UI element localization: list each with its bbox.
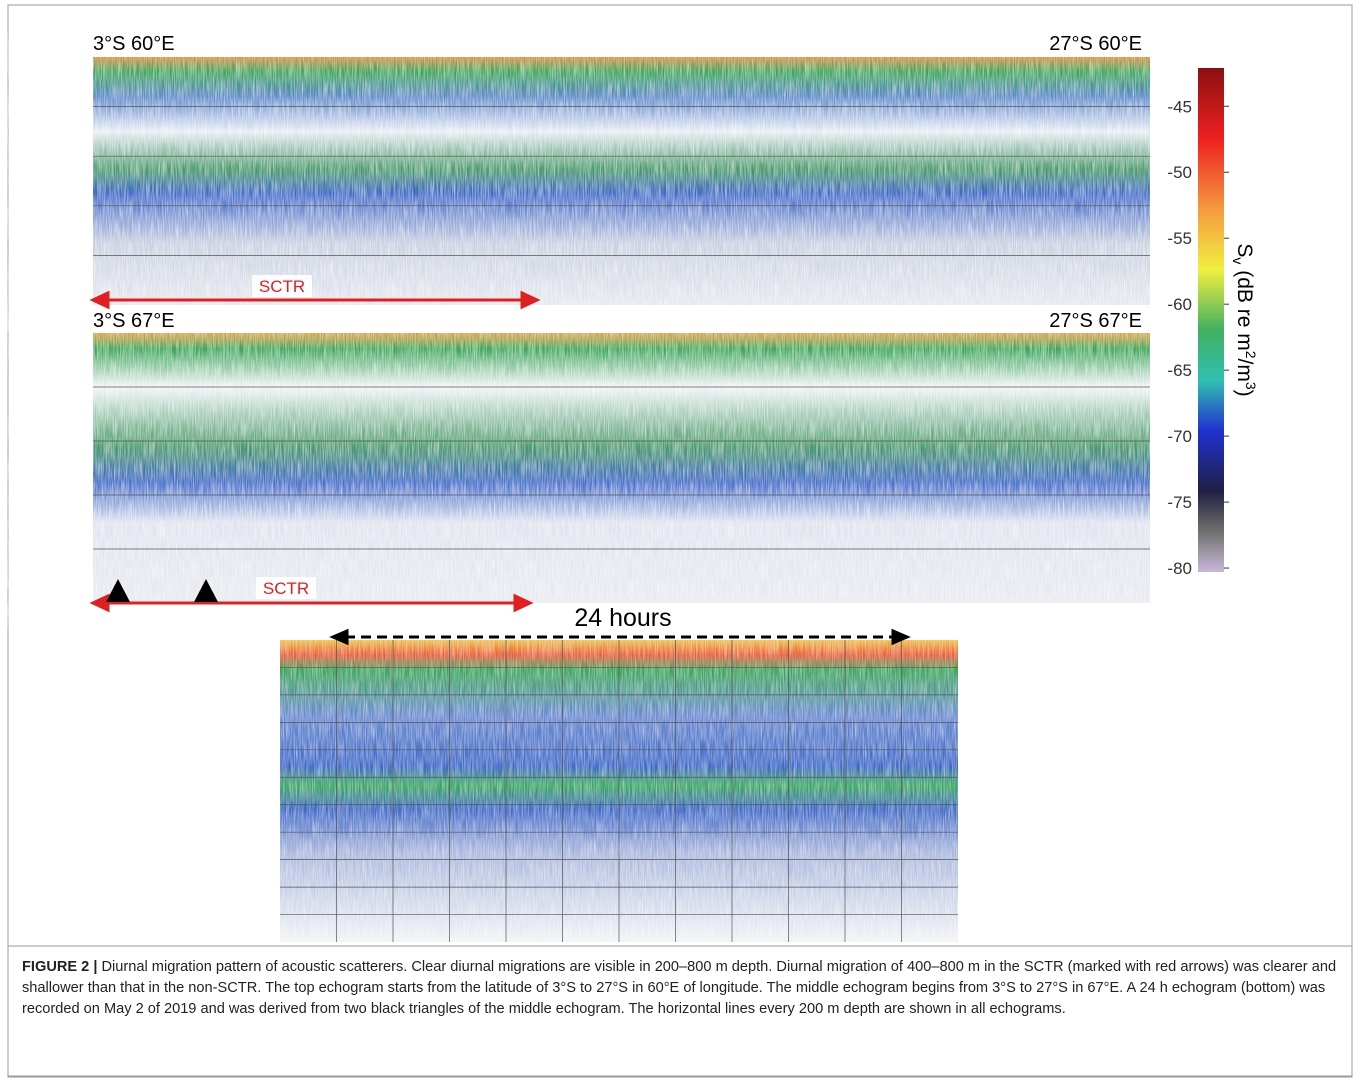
colorbar-tick-label: -60 <box>1167 295 1192 314</box>
figure-border <box>7 4 1353 1078</box>
label-part: 3 <box>1243 382 1259 390</box>
label-box <box>252 275 312 297</box>
triangle-marker <box>106 579 130 602</box>
region-label: SCTR <box>263 579 309 598</box>
duration-arrow <box>329 628 911 646</box>
depth-lines <box>93 106 1150 942</box>
label-part: ) <box>1233 390 1256 397</box>
panel-start-label: 3°S 60°E <box>93 33 175 55</box>
colorbar-tick-label: -45 <box>1167 97 1192 116</box>
sctr-arrow <box>89 290 541 613</box>
echogram-texture <box>93 333 1150 603</box>
label-part: 2 <box>1243 351 1259 359</box>
panel-end-label: 27°S 60°E <box>1049 33 1142 55</box>
region-label: SCTR <box>259 277 305 296</box>
colorbar-tick-label: -80 <box>1167 559 1192 578</box>
label-part: v <box>1230 257 1246 264</box>
duration-label: 24 hours <box>574 604 671 632</box>
colorbar-tick-label: -75 <box>1167 493 1192 512</box>
label-part: (dB re m <box>1233 264 1256 350</box>
colorbar-tick-label: -65 <box>1167 361 1192 380</box>
colorbar-label: Sv (dB re m2/m3) <box>1230 243 1259 396</box>
colorbar <box>1198 68 1224 572</box>
triangle-marker <box>194 579 218 602</box>
caption-text: Diurnal migration pattern of acoustic sc… <box>22 959 1337 1017</box>
panel-end-label: 27°S 67°E <box>1049 310 1142 332</box>
echogram-texture <box>93 57 1150 305</box>
caption-box <box>7 945 1353 1077</box>
label-box <box>256 577 316 599</box>
colorbar-tick-label: -50 <box>1167 163 1192 182</box>
panel-start-label: 3°S 67°E <box>93 310 175 332</box>
caption: FIGURE 2 | Diurnal migration pattern of … <box>22 957 1338 1020</box>
colorbar-tick-label: -55 <box>1167 229 1192 248</box>
caption-label: FIGURE 2 | <box>22 959 98 975</box>
label-part: /m <box>1233 359 1256 382</box>
label-part: S <box>1233 243 1256 257</box>
colorbar-tick-label: -70 <box>1167 427 1192 446</box>
colorbar-ticks: -45 -50 -55 -60 -65 -70 -75 -80 <box>1167 97 1229 578</box>
